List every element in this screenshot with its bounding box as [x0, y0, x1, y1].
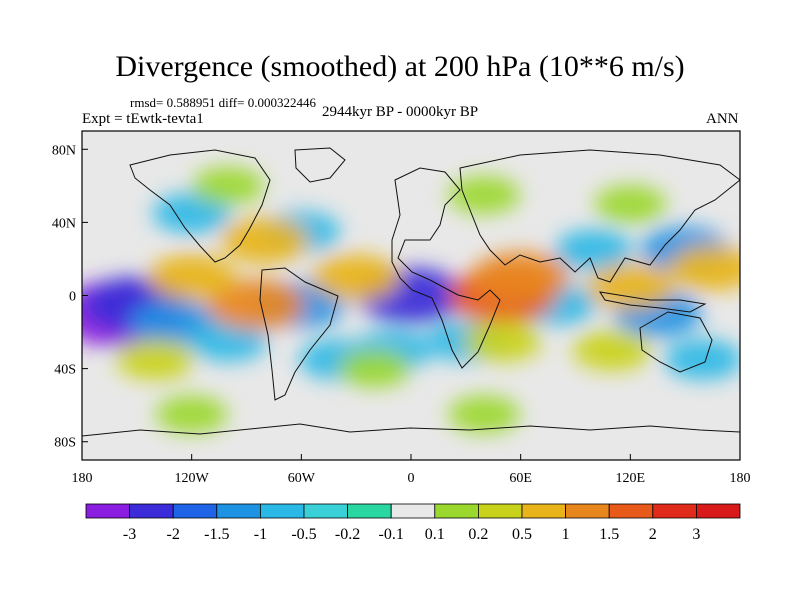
y-tick-label: 80S [54, 436, 76, 451]
colorbar-swatch [347, 503, 392, 519]
y-tick-label: 80N [52, 143, 76, 158]
field-blob-21 [471, 251, 570, 303]
period-label: 2944kyr BP - 0000kyr BP [322, 104, 479, 120]
chart-title: Divergence (smoothed) at 200 hPa (10**6 … [115, 50, 685, 83]
coast-greenland [294, 147, 346, 183]
field-blob-26 [573, 329, 652, 371]
field-blob-28 [448, 175, 521, 214]
field-blob-32 [155, 395, 228, 434]
colorbar-swatch [259, 503, 305, 519]
field-blob-24 [116, 338, 195, 380]
y-tick-label: 40S [54, 363, 76, 378]
y-tick-label: 40N [52, 216, 76, 231]
colorbar-swatch [390, 503, 436, 519]
field-blobs [82, 166, 740, 434]
field-blob-22 [586, 263, 675, 310]
colorbar-label: -3 [123, 526, 136, 543]
field-blob-30 [192, 166, 265, 205]
divergence-field [82, 166, 740, 434]
colorbar-label: -1 [254, 526, 267, 543]
x-axis: 180 120W 60W 0 60E 120E 180 [72, 454, 751, 486]
experiment-label: Expt = tEwtk-tevta1 [82, 111, 204, 127]
coastlines [82, 147, 740, 437]
field-blob-15 [664, 338, 740, 380]
colorbar-swatch [696, 503, 741, 519]
field-blob-27 [338, 349, 411, 388]
x-tick-label: 0 [408, 471, 415, 486]
field-blob-17 [147, 254, 236, 301]
field-blob-3 [189, 320, 268, 362]
colorbar-label: 2 [649, 526, 657, 543]
colorbar-swatch [85, 503, 130, 519]
colorbar-label: -2 [167, 526, 180, 543]
coast-north-america [129, 149, 271, 263]
field-blob-19 [312, 254, 401, 301]
colorbar-label: 1 [562, 526, 570, 543]
colorbar-label: -0.5 [291, 526, 316, 543]
coast-maritime-continent [598, 291, 707, 313]
colorbar-swatch [521, 503, 566, 519]
x-tick-label: 180 [730, 471, 751, 486]
coast-australia [639, 311, 713, 373]
colorbar-label: -1.5 [204, 526, 229, 543]
stats-text: rmsd= 0.588951 diff= 0.000322446 [130, 95, 316, 110]
colorbar-label: -0.1 [379, 526, 404, 543]
season-label: ANN [706, 111, 739, 127]
x-tick-label: 60E [509, 471, 532, 486]
coast-south-america [259, 267, 339, 401]
colorbar-swatch [434, 503, 479, 519]
colorbar-swatch [652, 503, 697, 519]
field-blob-16 [206, 279, 305, 331]
colorbar-label: 0.5 [512, 526, 532, 543]
field-blob-10 [554, 229, 633, 271]
colorbar-label: 0.1 [425, 526, 445, 543]
field-blob-18 [220, 217, 309, 264]
field-blob-31 [448, 395, 521, 434]
field-blob-14 [152, 192, 231, 234]
x-tick-label: 180 [72, 471, 93, 486]
x-tick-label: 120W [175, 471, 210, 486]
colorbar-label: 1.5 [599, 526, 619, 543]
x-tick-label: 60W [288, 471, 316, 486]
coast-europe-africa [391, 167, 501, 369]
colorbar-swatch [565, 503, 610, 519]
y-axis: 80N 40N 0 40S 80S [52, 143, 88, 451]
field-blob-29 [594, 185, 667, 224]
x-tick-label: 120E [616, 471, 646, 486]
field-blob-23 [668, 245, 740, 292]
y-tick-label: 0 [69, 290, 76, 305]
field-blob-25 [463, 320, 542, 362]
colorbar: -3 -2 -1.5 -1 -0.5 -0.2 -0.1 0.1 0.2 0.5 1 1.5 2 3 [85, 503, 741, 543]
coast-antarctica [82, 423, 740, 437]
colorbar-swatch [303, 503, 348, 519]
colorbar-swatch [477, 503, 523, 519]
colorbar-swatch [216, 503, 261, 519]
colorbar-swatch [172, 503, 218, 519]
coast-asia [459, 149, 740, 283]
colorbar-label: 3 [692, 526, 700, 543]
colorbar-label: -0.2 [335, 526, 360, 543]
colorbar-swatch [608, 503, 654, 519]
colorbar-swatch [129, 503, 174, 519]
colorbar-label: 0.2 [468, 526, 488, 543]
